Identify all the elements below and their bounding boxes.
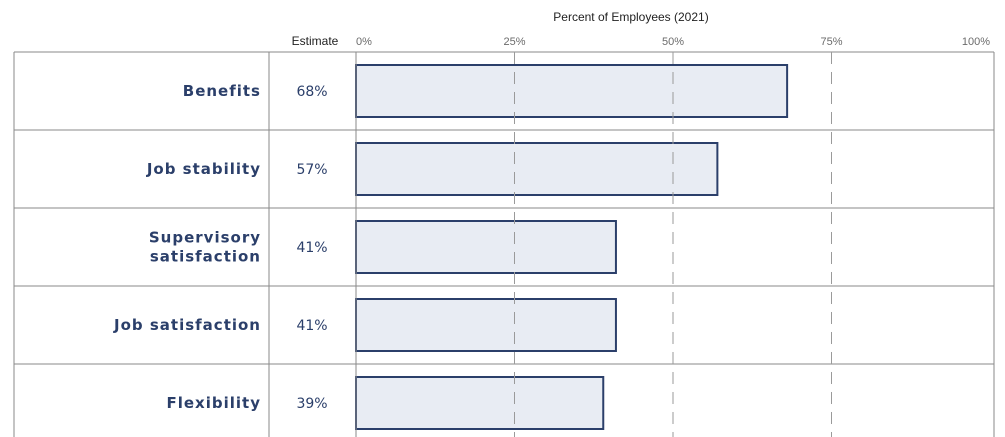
x-tick-label: 100% [962,36,990,48]
category-label: Benefits [183,82,261,100]
estimate-value: 57% [296,162,327,178]
bar [355,376,605,430]
table-frame [13,51,995,437]
chart-title: Percent of Employees (2021) [553,10,708,24]
x-tick-label: 25% [503,36,525,48]
bar [355,220,617,274]
x-axis-ticks: 0% 25% 50% 75% 100% [356,36,990,48]
x-tick-label: 0% [356,36,372,48]
category-label: Flexibility [167,394,262,412]
category-label: Supervisory [149,229,261,247]
chart-rows: Benefits 68% Job stability 57% Supervisorysa… [14,64,994,430]
estimate-value: 68% [296,84,327,100]
bar [355,298,617,352]
bar [355,142,719,196]
x-tick-label: 50% [662,36,684,48]
estimate-value: 41% [296,318,327,334]
estimate-header: Estimate [292,34,339,48]
category-label: satisfaction [150,248,261,266]
estimate-value: 39% [296,396,327,412]
grid-lines [355,52,832,437]
estimate-value: 41% [296,240,327,256]
bar [355,64,789,118]
category-label: Job stability [146,160,261,178]
category-label: Job satisfaction [113,316,261,334]
x-tick-label: 75% [820,36,842,48]
